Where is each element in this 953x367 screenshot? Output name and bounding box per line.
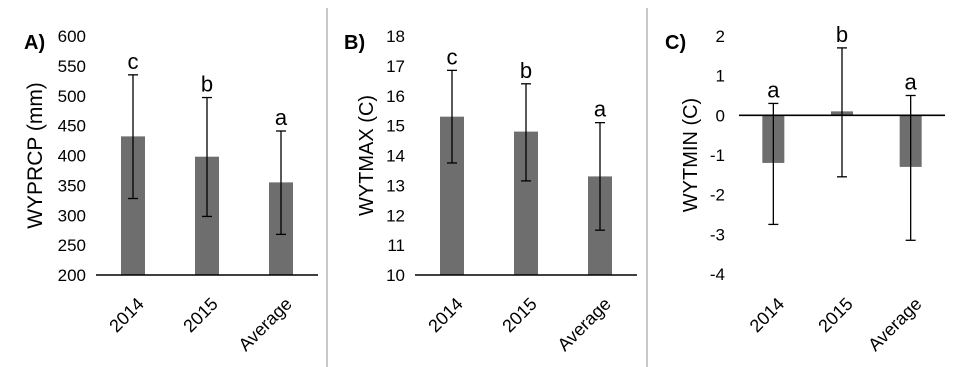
y-tick-label: 350	[58, 176, 86, 195]
y-tick-label: 0	[716, 106, 725, 125]
panel-label: B)	[344, 32, 365, 54]
significance-letter: a	[594, 97, 607, 122]
significance-letter: b	[836, 22, 848, 47]
y-tick-label: 18	[386, 27, 405, 46]
panel-label: C)	[665, 32, 686, 54]
significance-letter: b	[520, 58, 532, 83]
y-tick-label: 450	[58, 117, 86, 136]
y-tick-label: 200	[58, 266, 86, 285]
x-category-label: Average	[554, 294, 615, 355]
y-axis-label: WYPRCP (mm)	[24, 82, 47, 229]
x-category-label: 2014	[105, 294, 147, 336]
y-tick-label: 13	[386, 176, 405, 195]
x-category-label: 2014	[424, 294, 466, 336]
y-tick-label: -2	[710, 186, 725, 205]
y-tick-label: 2	[716, 27, 725, 46]
significance-letter: a	[275, 105, 288, 130]
x-category-label: Average	[864, 294, 925, 355]
y-tick-label: 300	[58, 206, 86, 225]
chart-svg: B) 10 11 12 13 14 15 16 17 18 WYTMAX (C) c b a 2014 201…	[344, 27, 637, 355]
y-tick-label: 400	[58, 147, 86, 166]
y-tick-label: -3	[710, 225, 725, 244]
chart-panel-c: C) -4 -3 -2 -1 0 1 2 WYTMIN (C) a b a 2014 2015 Averag…	[649, 0, 953, 367]
panel-divider	[646, 8, 648, 367]
significance-letter: a	[767, 77, 780, 102]
significance-letter: c	[447, 44, 458, 69]
y-tick-label: 15	[386, 117, 405, 136]
y-tick-label: 600	[58, 27, 86, 46]
significance-letter: c	[128, 49, 139, 74]
y-axis-label: WYTMAX (C)	[356, 95, 378, 216]
y-tick-label: 500	[58, 87, 86, 106]
y-tick-label: 550	[58, 57, 86, 76]
panel-divider	[326, 8, 328, 367]
x-category-label: 2015	[179, 294, 221, 336]
x-category-label: 2015	[498, 294, 540, 336]
significance-letter: a	[905, 70, 918, 95]
y-tick-label: 17	[386, 57, 405, 76]
y-tick-label: 14	[386, 147, 405, 166]
y-tick-label: -1	[710, 146, 725, 165]
y-tick-label: -4	[710, 265, 725, 284]
y-tick-label: 10	[386, 266, 405, 285]
chart-panel-a: A) 200 250 300 350 400 450 500 550 600 WYPRCP (mm)…	[0, 0, 325, 367]
y-tick-label: 1	[716, 67, 725, 86]
chart-svg: A) 200 250 300 350 400 450 500 550 600 WYPRCP (mm)…	[24, 27, 318, 355]
panel-label: A)	[24, 32, 45, 54]
x-category-label: Average	[235, 294, 296, 355]
chart-panel-b: B) 10 11 12 13 14 15 16 17 18 WYTMAX (C) c b a 2014 201…	[329, 0, 645, 367]
x-category-label: 2014	[746, 294, 788, 336]
y-tick-label: 11	[387, 236, 405, 255]
y-tick-label: 12	[386, 206, 405, 225]
y-axis-label: WYTMIN (C)	[680, 98, 702, 212]
y-tick-label: 16	[386, 87, 405, 106]
significance-letter: b	[201, 72, 213, 97]
chart-svg: C) -4 -3 -2 -1 0 1 2 WYTMIN (C) a b a 2014 2015 Averag…	[665, 22, 945, 355]
x-category-label: 2015	[814, 294, 856, 336]
y-tick-label: 250	[58, 236, 86, 255]
